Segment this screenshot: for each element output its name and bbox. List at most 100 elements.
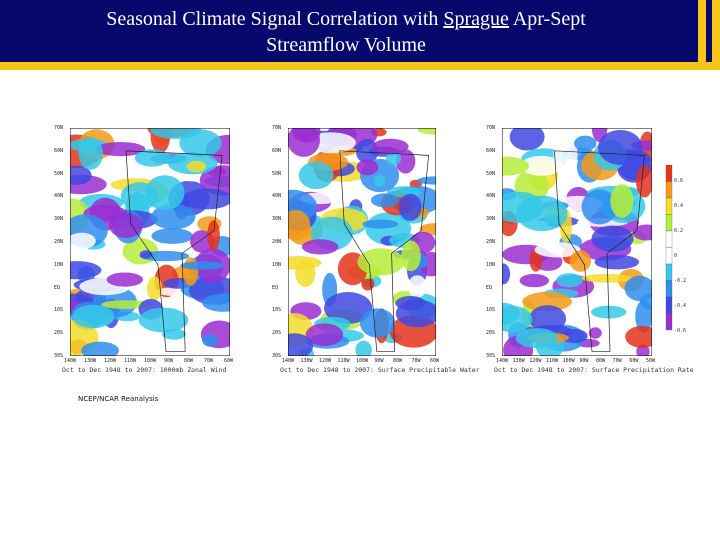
correlation-patch	[288, 333, 314, 356]
lon-tick-label: 140W	[64, 358, 77, 364]
lat-tick-label: 40N	[54, 193, 64, 200]
colorbar-label: 0.6	[674, 178, 684, 184]
correlation-patch	[151, 228, 194, 244]
lat-tick-label: 20S	[54, 330, 64, 337]
correlation-patch	[324, 292, 373, 324]
correlation-patch	[581, 189, 618, 225]
correlation-patch	[502, 305, 533, 333]
correlation-patch	[355, 340, 372, 356]
lat-tick-label: 70N	[486, 125, 496, 131]
correlation-map-1	[70, 128, 230, 356]
correlation-patch	[179, 129, 222, 158]
lon-tick-label: 70W	[411, 358, 421, 364]
lat-tick-label: 50N	[486, 170, 496, 177]
lon-tick-label: 90W	[374, 358, 384, 364]
correlation-patch	[202, 293, 230, 312]
correlation-patch	[78, 137, 103, 170]
correlation-patch	[502, 191, 544, 223]
correlation-patch	[70, 261, 102, 280]
correlation-patch	[207, 220, 220, 251]
colorbar-label: -0.6	[674, 328, 687, 334]
header-accent-strip	[692, 0, 720, 70]
correlation-patch	[519, 273, 549, 288]
colorbar-segment	[665, 313, 673, 331]
lat-tick-label: 20S	[272, 330, 282, 337]
map-caption: Oct to Dec 1948 to 2007: Surface Precipi…	[280, 366, 480, 374]
lon-tick-label: 100W	[144, 358, 157, 364]
correlation-patch	[417, 128, 436, 135]
colorbar-label: 0.4	[674, 203, 684, 209]
correlation-patch	[95, 142, 146, 157]
lon-tick-label: 130W	[512, 358, 525, 364]
correlation-patch	[534, 242, 581, 258]
correlation-patch	[362, 219, 399, 229]
lon-tick-label: 120W	[529, 358, 542, 364]
correlation-patch	[109, 213, 143, 238]
lat-tick-label: 30N	[54, 216, 64, 223]
lat-tick-label: 10N	[54, 261, 64, 268]
correlation-patch	[180, 261, 224, 270]
colorbar-segment	[665, 247, 673, 265]
lat-tick-label: 30N	[272, 216, 282, 223]
correlation-patch	[288, 210, 311, 241]
correlation-patch	[151, 204, 196, 230]
colorbar	[665, 165, 673, 331]
lon-tick-label: 90W	[579, 358, 589, 364]
correlation-patch	[588, 327, 602, 339]
colorbar-segment	[665, 263, 673, 281]
lon-tick-label: 110W	[337, 358, 350, 364]
lat-tick-label: 10S	[54, 307, 64, 314]
colorbar-label: -0.4	[674, 303, 687, 309]
correlation-patch	[520, 155, 563, 176]
correlation-patch	[372, 138, 409, 155]
correlation-patch	[298, 161, 334, 190]
correlation-patch	[417, 176, 436, 185]
correlation-patch	[139, 250, 153, 259]
correlation-patch	[106, 272, 143, 287]
correlation-patch	[398, 193, 422, 221]
lat-tick-label: 60N	[54, 147, 64, 154]
lat-tick-label: 10S	[486, 307, 496, 314]
lon-tick-label: 140W	[496, 358, 509, 364]
lat-tick-label: 20N	[272, 239, 282, 245]
lat-tick-label: 70N	[272, 125, 282, 131]
lat-tick-label: 60N	[486, 147, 496, 154]
colorbar-segment	[665, 181, 673, 199]
colorbar-label: 0.2	[674, 228, 684, 234]
colorbar-label: 0	[674, 253, 678, 259]
lon-tick-label: 80W	[184, 358, 194, 364]
correlation-patch	[502, 263, 511, 285]
lon-tick-label: 70W	[612, 358, 622, 364]
correlation-patch	[81, 341, 119, 356]
lon-tick-label: 100W	[562, 358, 575, 364]
correlation-patch	[385, 151, 402, 166]
correlation-patch	[594, 254, 640, 270]
lon-tick-label: 60W	[629, 358, 639, 364]
header-bar	[0, 0, 720, 62]
lon-tick-label: 80W	[596, 358, 606, 364]
map-panel-3: 70N 60N 50N 40N 30N 20N 10N EQ 10S 20S 30S 140W 130W…	[486, 124, 694, 374]
lat-tick-label: 10S	[272, 307, 282, 314]
correlation-map-3	[502, 128, 652, 356]
lon-tick-label: 100W	[356, 358, 369, 364]
colorbar-segment	[665, 165, 673, 182]
lat-tick-label: 50N	[54, 170, 64, 177]
correlation-patch	[202, 333, 218, 347]
correlation-patch	[147, 276, 162, 301]
correlation-patch	[636, 165, 652, 198]
lon-tick-label: 140W	[282, 358, 295, 364]
correlation-patch	[370, 193, 399, 208]
correlation-patch	[574, 135, 597, 151]
lat-tick-label: EQ	[54, 284, 61, 291]
correlation-patch	[301, 239, 339, 255]
title-link[interactable]: Sprague	[443, 8, 509, 30]
correlation-patch	[292, 128, 321, 143]
lat-tick-label: EQ	[272, 284, 279, 291]
colorbar-segment	[665, 230, 673, 248]
title-line-2: Streamflow Volume	[266, 34, 426, 56]
correlation-patch	[529, 305, 567, 333]
title-suffix: Apr-Sept	[508, 8, 586, 30]
lat-tick-label: 50N	[272, 170, 282, 177]
correlation-patch	[401, 240, 421, 272]
correlation-patch	[502, 156, 529, 176]
